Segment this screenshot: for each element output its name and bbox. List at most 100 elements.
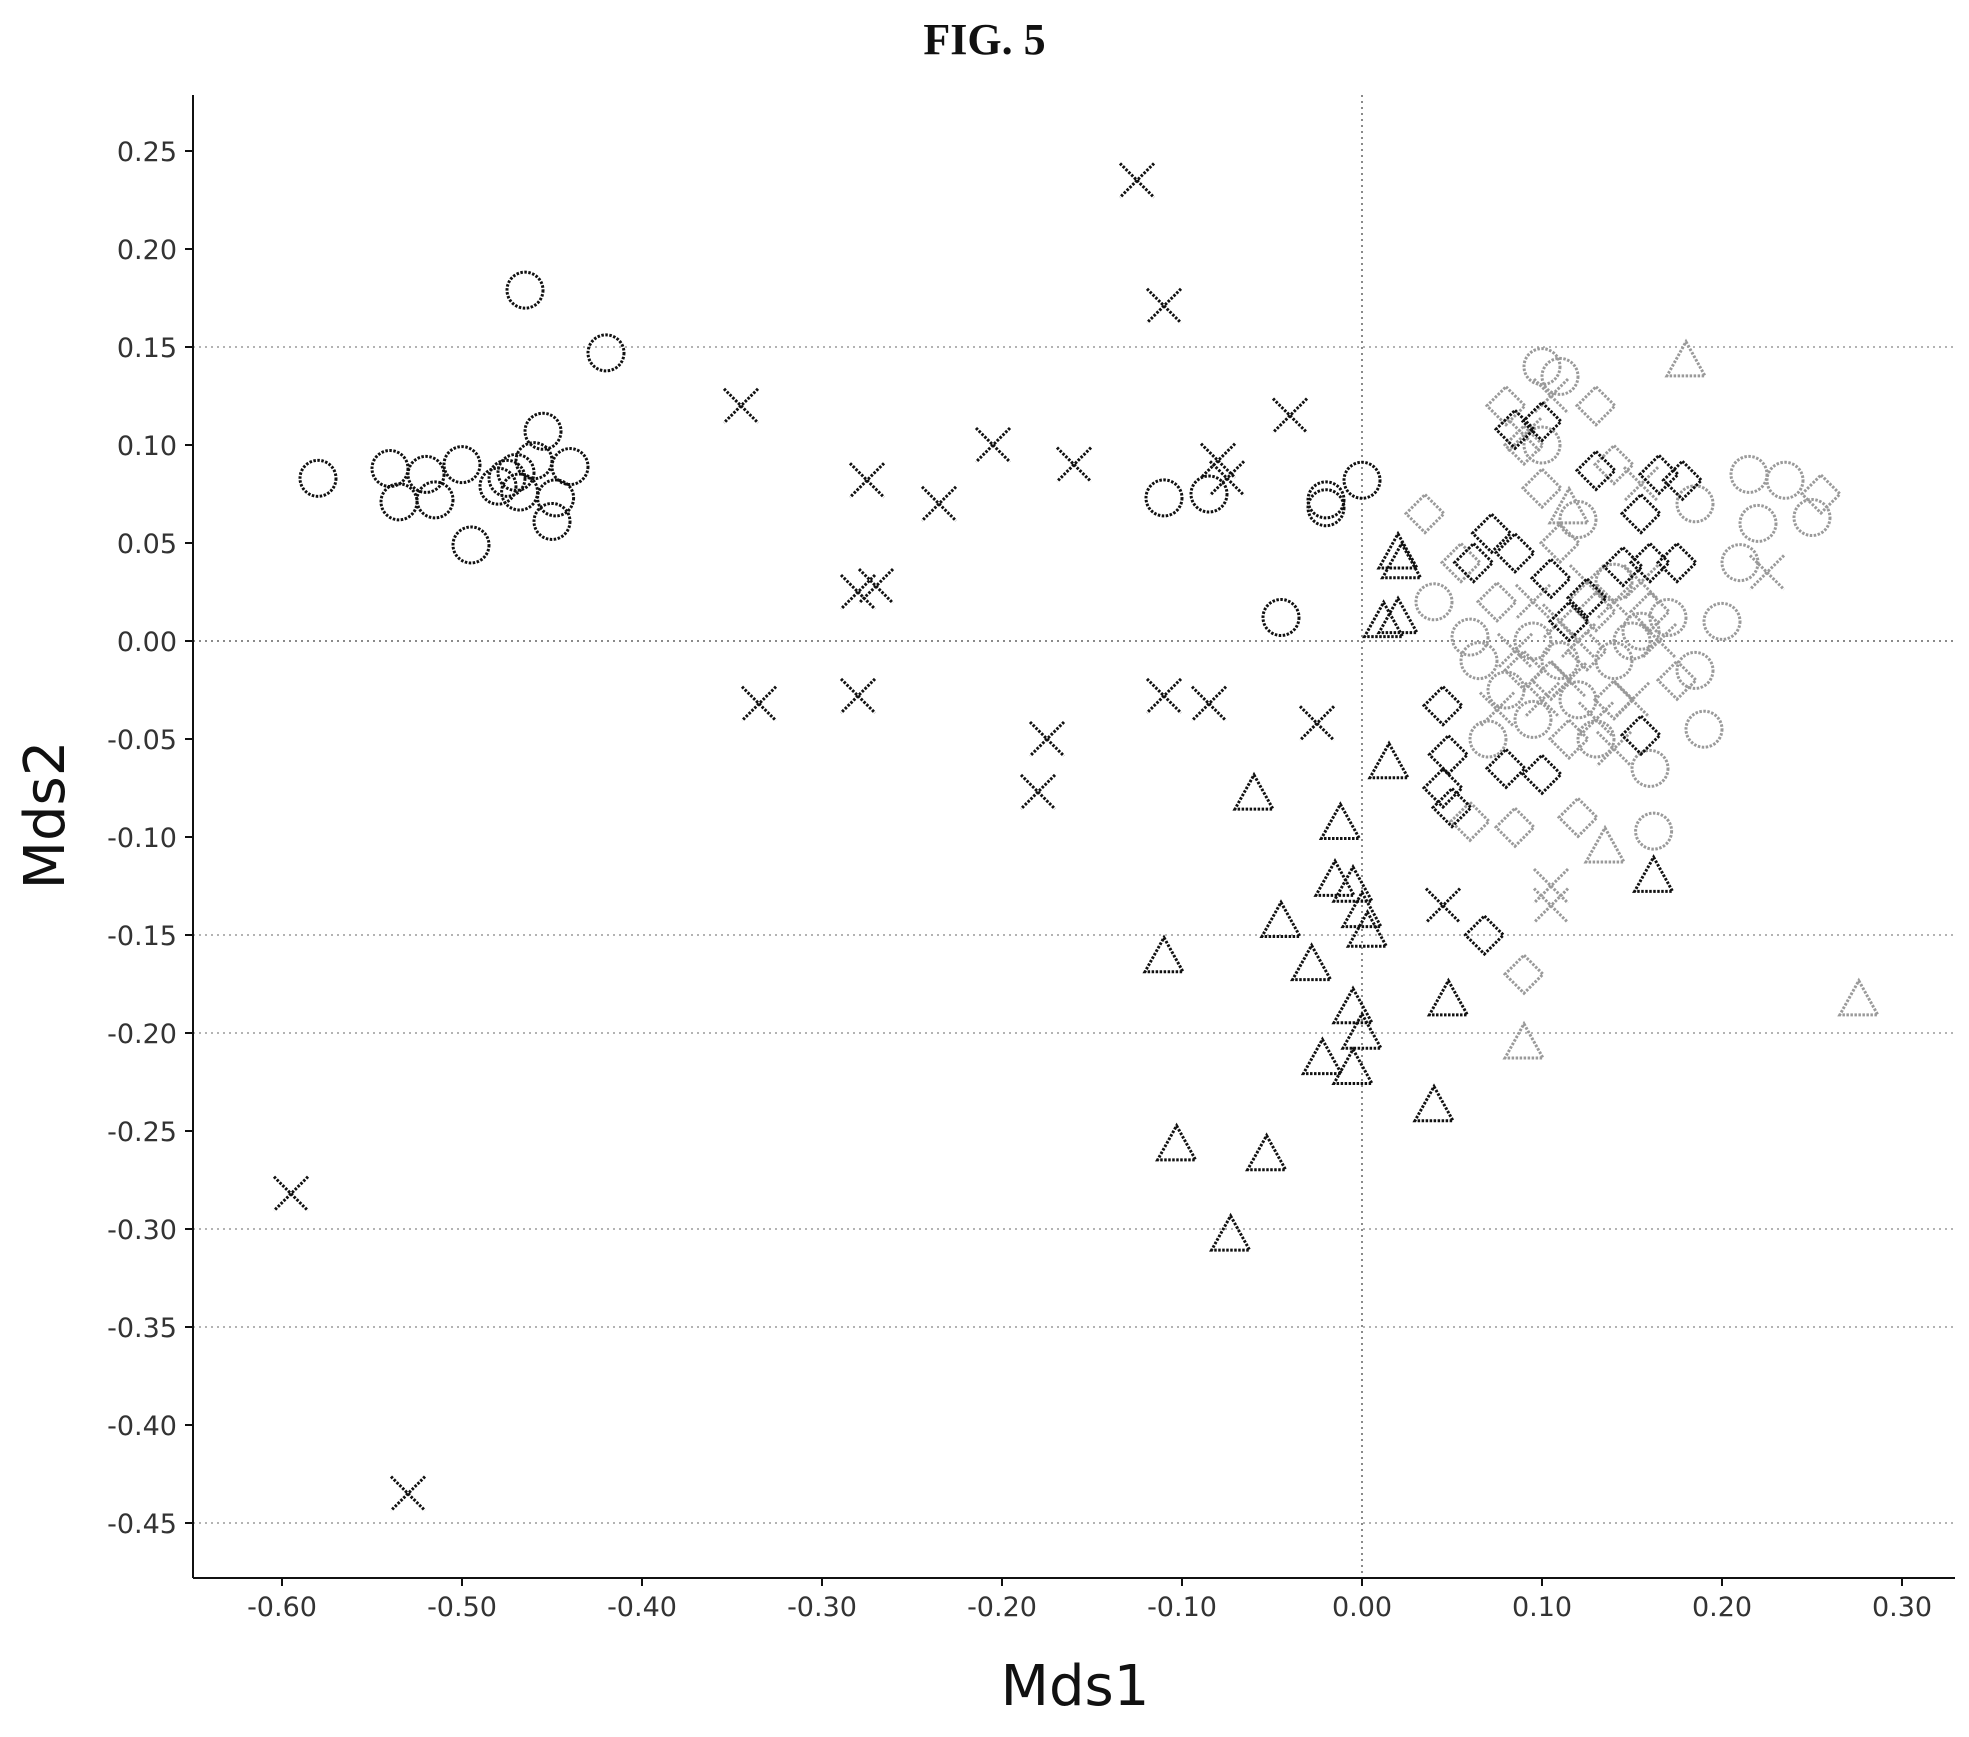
triangle-point bbox=[1367, 740, 1411, 780]
circle-point bbox=[523, 411, 563, 451]
x-tick-label: 0.20 bbox=[1692, 1592, 1752, 1623]
y-tick-label: 0.05 bbox=[117, 529, 177, 560]
circle-point bbox=[1792, 498, 1832, 538]
triangle-point bbox=[1259, 899, 1303, 938]
triangle-point bbox=[1502, 1020, 1546, 1060]
x-tick-label: -0.50 bbox=[427, 1592, 497, 1623]
cross-point bbox=[1208, 460, 1246, 497]
triangle-point bbox=[1632, 854, 1676, 893]
y-tick-label: 0.10 bbox=[117, 431, 177, 462]
y-tick-label: -0.05 bbox=[107, 725, 177, 756]
circle-point bbox=[1144, 478, 1184, 518]
diamond-point bbox=[1452, 541, 1495, 584]
diamond-point bbox=[1439, 541, 1483, 584]
circle-point bbox=[1630, 748, 1670, 788]
diamond-point bbox=[1421, 684, 1465, 727]
circle-point bbox=[415, 480, 455, 520]
diamond-point bbox=[1529, 557, 1573, 600]
cross-point bbox=[1145, 287, 1183, 324]
diamond-point bbox=[1502, 649, 1546, 692]
diamond-point bbox=[1556, 796, 1600, 839]
diamond-point bbox=[1475, 580, 1519, 623]
diamond-point bbox=[1655, 541, 1699, 584]
cross-point bbox=[1595, 583, 1633, 620]
x-tick-label: -0.10 bbox=[1147, 1592, 1217, 1623]
circle-point bbox=[1540, 356, 1580, 396]
y-tick-label: -0.10 bbox=[107, 823, 177, 854]
diamond-point bbox=[1502, 423, 1546, 467]
cross-point bbox=[920, 485, 958, 522]
triangle-point bbox=[1426, 977, 1470, 1017]
cross-point bbox=[1118, 162, 1156, 199]
diamond-point bbox=[1520, 466, 1564, 510]
y-tick-label: -0.20 bbox=[107, 1019, 177, 1050]
y-axis-label: Mds2 bbox=[13, 741, 78, 890]
y-tick-label: 0.25 bbox=[117, 137, 177, 168]
diamond-point bbox=[1547, 600, 1591, 643]
diamond-point bbox=[1601, 545, 1645, 588]
diamond-point bbox=[1493, 408, 1537, 451]
circle-point bbox=[1729, 454, 1769, 494]
diamond-point bbox=[1529, 659, 1573, 702]
triangle-point bbox=[1313, 858, 1357, 897]
diamond-point bbox=[1520, 400, 1564, 443]
cross-point bbox=[1550, 662, 1588, 699]
cross-point bbox=[1271, 397, 1309, 434]
diamond-point bbox=[1799, 472, 1843, 516]
x-tick-label: 0.00 bbox=[1332, 1592, 1392, 1623]
y-tick-label: -0.15 bbox=[107, 921, 177, 952]
circle-point bbox=[1576, 719, 1616, 759]
circle-point bbox=[1634, 811, 1674, 851]
cross-point bbox=[839, 573, 877, 611]
triangle-point bbox=[1837, 977, 1881, 1017]
circle-point bbox=[1675, 650, 1715, 690]
x-tick-label: -0.60 bbox=[247, 1592, 317, 1623]
diamond-point bbox=[1448, 800, 1492, 843]
y-tick-label: -0.45 bbox=[107, 1509, 177, 1540]
circle-point bbox=[1540, 641, 1580, 681]
triangle-point bbox=[1362, 599, 1406, 639]
cross-point bbox=[722, 387, 760, 424]
triangle-point bbox=[1345, 908, 1389, 948]
cross-point bbox=[1622, 466, 1660, 503]
x-tick-label: -0.30 bbox=[787, 1592, 857, 1623]
circle-point bbox=[406, 454, 446, 494]
circle-point bbox=[1675, 484, 1715, 524]
circle-point bbox=[505, 270, 545, 310]
cross-point bbox=[839, 677, 877, 714]
diamond-point bbox=[1538, 521, 1582, 565]
diamond-point bbox=[1637, 453, 1681, 496]
cross-point bbox=[1748, 554, 1786, 591]
triangle-point bbox=[1340, 889, 1384, 929]
circle-point bbox=[1513, 699, 1553, 739]
circle-point bbox=[1513, 621, 1553, 661]
diamond-point bbox=[1655, 659, 1699, 702]
circle-point bbox=[1468, 719, 1508, 759]
triangle-point bbox=[1300, 1036, 1344, 1076]
cross-point bbox=[1559, 622, 1597, 660]
cross-point bbox=[848, 462, 886, 499]
diamond-point bbox=[1493, 531, 1537, 574]
y-tick-label: -0.25 bbox=[107, 1117, 177, 1148]
cross-point bbox=[1478, 691, 1516, 728]
y-tick-label: -0.30 bbox=[107, 1215, 177, 1246]
cross-point bbox=[1541, 603, 1579, 640]
tick-labels: -0.60 -0.50 -0.40 -0.30 -0.20 -0.10 0.00 0.10 0.… bbox=[107, 137, 1932, 1623]
triangle-point bbox=[1340, 1010, 1384, 1050]
cross-point bbox=[1190, 685, 1228, 722]
triangle-point bbox=[1376, 595, 1420, 635]
circle-point bbox=[1558, 499, 1598, 539]
cross-point bbox=[1028, 720, 1066, 758]
diamond-point bbox=[1574, 449, 1618, 492]
diamond-point bbox=[1403, 492, 1447, 535]
cross-point bbox=[1532, 887, 1570, 924]
triangle-point bbox=[1331, 985, 1375, 1025]
circle-point bbox=[478, 466, 518, 506]
cross-point bbox=[1622, 564, 1660, 601]
cross-point bbox=[1298, 705, 1336, 742]
circle-point bbox=[379, 482, 419, 522]
diamond-point bbox=[1520, 753, 1564, 796]
circle-point bbox=[1648, 597, 1688, 637]
circle-point bbox=[1738, 503, 1778, 543]
